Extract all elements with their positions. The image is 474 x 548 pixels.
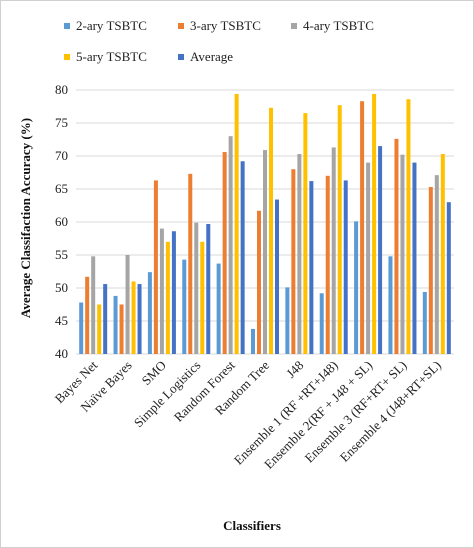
bar [85, 276, 90, 354]
legend-label: 4-ary TSBTC [303, 18, 374, 33]
bar [234, 93, 239, 355]
bar [354, 221, 359, 354]
bar [360, 101, 365, 354]
bar [412, 162, 417, 354]
bar [303, 113, 308, 354]
bar [309, 181, 314, 354]
bar [394, 138, 399, 354]
bar [343, 180, 348, 354]
bar [103, 284, 108, 354]
y-tick-label: 55 [55, 247, 68, 262]
bar [378, 146, 383, 354]
legend-swatch [178, 54, 184, 60]
legend-label: Average [190, 49, 233, 64]
bar [434, 175, 439, 354]
bar [366, 162, 371, 354]
bar [291, 169, 296, 354]
bar [400, 154, 405, 354]
legend: 2-ary TSBTC 3-ary TSBTC 4-ary TSBTC 5-ary T… [64, 18, 374, 64]
y-tick-label: 80 [55, 82, 68, 97]
y-tick-label: 65 [55, 181, 68, 196]
bar [388, 256, 393, 354]
bar [297, 154, 302, 354]
bar [269, 107, 273, 354]
bar [240, 161, 245, 354]
bar [137, 284, 142, 354]
y-axis-title: Average Classifaction Accuracy (%) [18, 118, 33, 318]
bar [194, 222, 199, 354]
bar [147, 272, 152, 354]
bar [216, 263, 221, 354]
y-tick-label: 60 [55, 214, 68, 229]
bar [325, 175, 330, 354]
bar [222, 152, 227, 354]
bar [206, 223, 211, 354]
bar [165, 241, 170, 354]
bar [79, 302, 84, 354]
legend-label: 5-ary TSBTC [76, 49, 147, 64]
bar [228, 136, 233, 354]
legend-label: 2-ary TSBTC [76, 18, 147, 33]
bar [251, 328, 255, 354]
bar [188, 173, 193, 354]
bar [406, 99, 411, 355]
legend-swatch [64, 54, 70, 60]
y-tick-label: 45 [55, 313, 68, 328]
bar [285, 287, 290, 354]
bar [125, 255, 130, 354]
legend-swatch [291, 23, 297, 29]
bar [331, 147, 336, 354]
bar [428, 187, 433, 354]
bar [257, 210, 261, 354]
bar [91, 256, 96, 354]
bar [337, 105, 342, 355]
bar [372, 93, 377, 355]
bar [200, 241, 205, 354]
y-tick-label: 75 [55, 115, 68, 130]
bar [171, 231, 176, 354]
x-axis-title: Classifiers [223, 518, 281, 533]
y-tick-label: 50 [55, 280, 68, 295]
legend-label: 3-ary TSBTC [190, 18, 261, 33]
bar [159, 228, 164, 354]
bar [119, 304, 124, 354]
bar [113, 295, 118, 354]
bar [153, 180, 158, 354]
legend-swatch [178, 23, 184, 29]
bar [319, 293, 324, 354]
y-tick-label: 40 [55, 346, 68, 361]
bar [446, 202, 451, 354]
bar [440, 154, 445, 354]
bar [263, 150, 267, 354]
bar [182, 259, 187, 354]
bars [79, 93, 451, 355]
bar [131, 281, 136, 354]
legend-swatch [64, 23, 70, 29]
y-tick-label: 70 [55, 148, 68, 163]
bar [422, 291, 427, 354]
bar [97, 304, 102, 354]
bar [275, 199, 279, 354]
y-axis-ticks: 40 45 50 55 60 65 70 75 80 [55, 82, 68, 361]
